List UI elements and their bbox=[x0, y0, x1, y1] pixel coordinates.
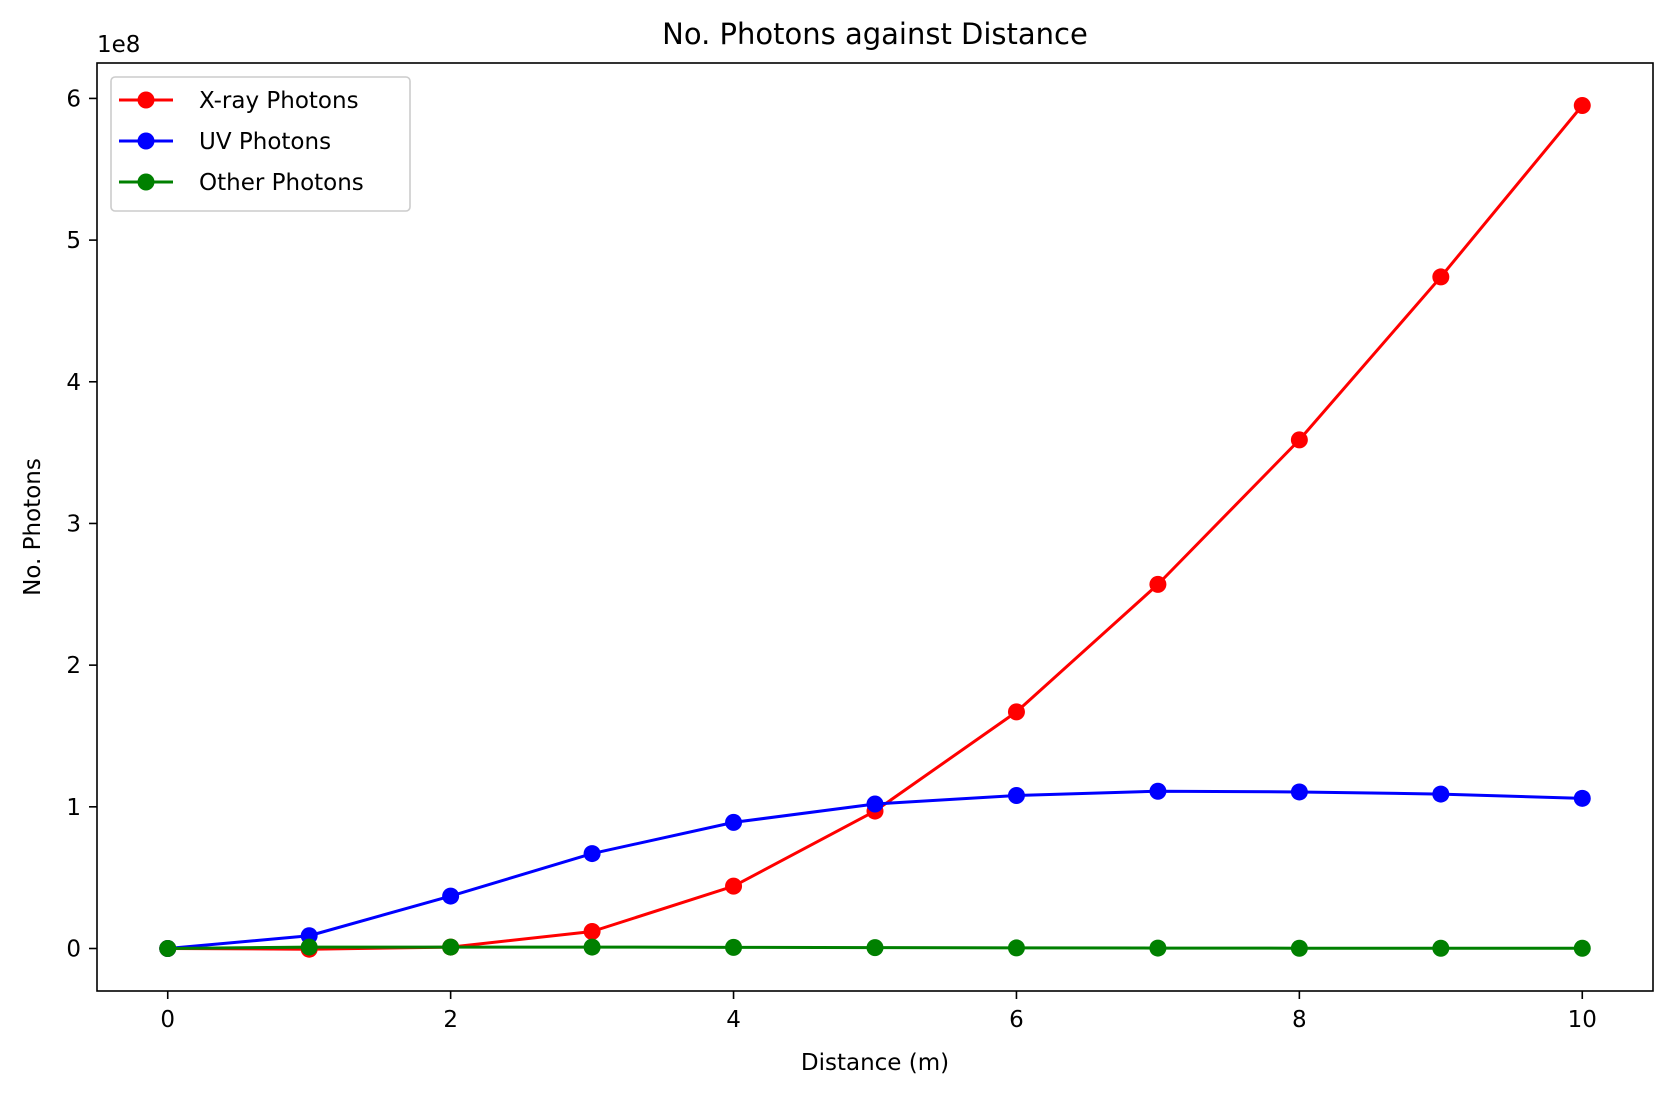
legend-swatch-marker bbox=[137, 91, 155, 109]
data-point-x-ray-photons bbox=[583, 922, 601, 940]
y-tick-label: 4 bbox=[66, 370, 81, 396]
x-tick-label: 0 bbox=[160, 1007, 175, 1033]
x-axis: 0 2 4 6 8 10 bbox=[160, 991, 1597, 1033]
y-tick-label: 6 bbox=[66, 86, 81, 112]
plot-frame bbox=[96, 62, 1654, 992]
data-point-uv-photons bbox=[1149, 782, 1167, 800]
data-point-other-photons bbox=[1149, 939, 1167, 957]
legend-label: Other Photons bbox=[199, 170, 364, 196]
data-point-uv-photons bbox=[1432, 785, 1450, 803]
data-point-x-ray-photons bbox=[1149, 575, 1167, 593]
series-layer bbox=[159, 97, 1591, 958]
y-tick-label: 5 bbox=[66, 228, 81, 254]
data-point-x-ray-photons bbox=[1432, 268, 1450, 286]
data-point-other-photons bbox=[866, 939, 884, 957]
legend-frame bbox=[110, 76, 411, 212]
series-line-x-ray-photons bbox=[167, 104, 1584, 951]
y-offset-label: 1e8 bbox=[97, 32, 140, 58]
legend-item-uv-photons: UV Photons bbox=[119, 129, 331, 155]
legend: X-ray Photons UV Photons Other Photons bbox=[110, 76, 411, 212]
data-point-other-photons bbox=[159, 939, 177, 957]
data-point-x-ray-photons bbox=[1290, 431, 1308, 449]
legend-swatch-marker bbox=[137, 132, 155, 150]
data-point-uv-photons bbox=[725, 813, 743, 831]
data-point-other-photons bbox=[1432, 939, 1450, 957]
data-point-uv-photons bbox=[1573, 789, 1591, 807]
y-tick-label: 3 bbox=[66, 511, 81, 537]
y-tick-label: 0 bbox=[66, 936, 81, 962]
x-tick-label: 10 bbox=[1568, 1007, 1597, 1033]
x-tick-label: 6 bbox=[1009, 1007, 1024, 1033]
data-point-other-photons bbox=[1290, 939, 1308, 957]
series-x-ray-photons bbox=[159, 97, 1591, 958]
data-point-other-photons bbox=[725, 938, 743, 956]
legend-item-x-ray-photons: X-ray Photons bbox=[119, 88, 359, 114]
data-point-uv-photons bbox=[1290, 783, 1308, 801]
data-point-x-ray-photons bbox=[1573, 97, 1591, 115]
y-axis-label: No. Photons bbox=[20, 458, 46, 596]
series-uv-photons bbox=[159, 782, 1591, 957]
data-point-uv-photons bbox=[866, 795, 884, 813]
legend-label: X-ray Photons bbox=[199, 88, 359, 114]
data-point-other-photons bbox=[1573, 939, 1591, 957]
data-point-other-photons bbox=[300, 938, 318, 956]
data-point-uv-photons bbox=[583, 845, 601, 863]
legend-item-other-photons: Other Photons bbox=[119, 170, 364, 196]
data-point-x-ray-photons bbox=[1007, 703, 1025, 721]
y-tick-label: 2 bbox=[66, 653, 81, 679]
x-tick-label: 2 bbox=[443, 1007, 458, 1033]
data-point-uv-photons bbox=[1007, 786, 1025, 804]
x-tick-label: 4 bbox=[726, 1007, 741, 1033]
legend-swatch-marker bbox=[137, 173, 155, 191]
x-tick-label: 8 bbox=[1292, 1007, 1307, 1033]
x-axis-label: Distance (m) bbox=[801, 1050, 949, 1076]
plot-area: 0 2 4 6 8 10 0 1 2 3 4 5 6 bbox=[66, 62, 1654, 1033]
data-point-other-photons bbox=[442, 938, 460, 956]
legend-label: UV Photons bbox=[199, 129, 331, 155]
chart-title: No. Photons against Distance bbox=[662, 17, 1088, 51]
data-point-x-ray-photons bbox=[725, 877, 743, 895]
series-other-photons bbox=[159, 938, 1591, 957]
y-tick-label: 1 bbox=[66, 795, 81, 821]
data-point-other-photons bbox=[1007, 939, 1025, 957]
data-point-uv-photons bbox=[442, 887, 460, 905]
y-axis: 0 1 2 3 4 5 6 bbox=[66, 86, 97, 962]
data-point-other-photons bbox=[583, 938, 601, 956]
